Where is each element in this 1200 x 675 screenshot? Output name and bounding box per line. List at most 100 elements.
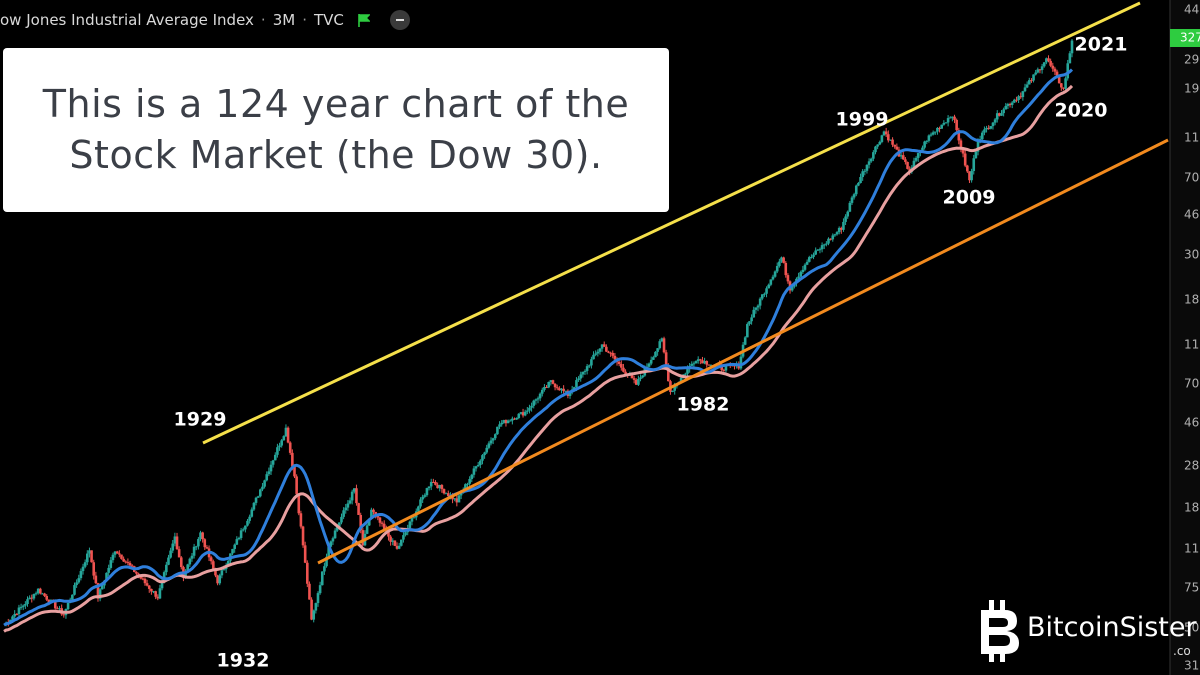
candle-body <box>372 509 375 512</box>
candle-body <box>746 324 749 338</box>
candle-body <box>540 389 544 394</box>
candle-body <box>293 466 296 477</box>
candle-body <box>389 536 392 542</box>
moving-average-slow <box>3 84 1074 633</box>
candle-body <box>199 532 202 540</box>
candle-body <box>355 488 358 504</box>
price-tick-label: 50 <box>1184 621 1199 635</box>
candle-body <box>613 355 617 360</box>
candle-body <box>801 269 805 273</box>
candle-body <box>327 546 330 557</box>
candle-body <box>323 566 326 572</box>
candle-body <box>370 509 373 519</box>
candle-body <box>11 616 14 620</box>
candle-body <box>850 197 854 203</box>
candle-body <box>92 562 96 576</box>
brand-name: BitcoinSister <box>1027 612 1197 643</box>
candle-body <box>254 497 258 503</box>
candle-body <box>310 599 313 620</box>
candle-body <box>767 284 770 289</box>
candle-body <box>256 496 260 498</box>
candle-body <box>1008 104 1012 106</box>
candle-body <box>162 572 166 581</box>
candle-body <box>528 407 531 411</box>
candle-body <box>882 131 886 136</box>
candle-body <box>468 479 471 484</box>
candle-body <box>634 379 638 385</box>
candle-body <box>852 194 856 198</box>
candle-body <box>487 443 491 448</box>
candle-body <box>1000 113 1003 116</box>
candle-body <box>844 216 847 222</box>
candle-body <box>786 275 790 282</box>
candle-body <box>773 271 777 277</box>
candle-body <box>165 564 168 573</box>
candle-body <box>276 447 279 455</box>
candle-body <box>812 254 815 257</box>
price-tick-label: 75. <box>1184 581 1200 595</box>
candle-body <box>186 564 189 572</box>
candle-body <box>555 387 559 389</box>
chart-header: ow Jones Industrial Average Index · 3M ·… <box>0 8 410 32</box>
candle-body <box>521 412 525 416</box>
candle-body <box>946 118 950 123</box>
candle-body <box>316 593 320 604</box>
candle-body <box>1036 69 1040 73</box>
candle-body <box>286 427 290 443</box>
candle-body <box>271 460 275 465</box>
candle-body <box>107 567 110 573</box>
candle-body <box>90 550 93 563</box>
candle-body <box>329 541 333 547</box>
candle-body <box>346 503 350 508</box>
candle-body <box>869 158 873 162</box>
candle-body <box>558 388 561 391</box>
candle-body <box>222 569 226 571</box>
candle-body <box>412 517 416 519</box>
candle-body <box>867 161 871 165</box>
candle-body <box>519 412 523 414</box>
candle-body <box>34 593 38 595</box>
candle-body <box>237 537 241 540</box>
price-tick-label: 185 <box>1184 501 1200 515</box>
flag-icon[interactable] <box>358 13 370 27</box>
candle-body <box>312 610 316 620</box>
candle-body <box>1053 68 1057 72</box>
candle-body <box>590 359 593 366</box>
candle-body <box>359 514 363 531</box>
candle-body <box>297 493 301 514</box>
candle-body <box>100 585 104 590</box>
candle-body <box>536 398 540 400</box>
candle-body <box>391 540 395 542</box>
candle-body <box>425 488 429 496</box>
candle-body <box>696 359 700 362</box>
candle-body <box>395 545 399 549</box>
price-tick-label: 285 <box>1184 459 1200 473</box>
candle-body <box>891 139 894 145</box>
candle-body <box>724 365 728 371</box>
candle-body <box>523 411 527 416</box>
candle-body <box>378 517 382 523</box>
candle-body <box>532 400 536 406</box>
candle-body <box>273 454 277 461</box>
candle-body <box>77 578 81 583</box>
candle-body <box>690 363 694 366</box>
candle-body <box>444 493 448 495</box>
candle-body <box>26 599 29 605</box>
candle-body <box>152 591 155 593</box>
candle-body <box>241 529 245 531</box>
interval-label[interactable]: 3M <box>272 11 296 29</box>
candle-body <box>464 484 467 491</box>
separator-dot: · <box>260 11 266 29</box>
candle-body <box>814 250 817 255</box>
candle-body <box>931 132 935 135</box>
candle-body <box>308 583 311 600</box>
candle-body <box>577 378 580 381</box>
candle-body <box>455 498 459 503</box>
candle-body <box>212 561 215 569</box>
candle-body <box>968 171 971 181</box>
collapse-icon[interactable] <box>389 10 410 30</box>
candle-body <box>660 338 664 342</box>
candle-body <box>707 364 711 366</box>
candle-body <box>790 286 794 291</box>
candle-body <box>543 387 546 390</box>
